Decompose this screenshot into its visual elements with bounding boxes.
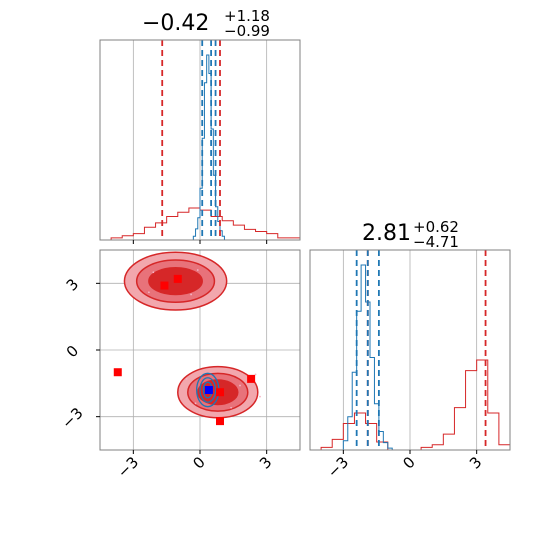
title-p2-median: 2.81 — [362, 221, 411, 246]
joint-x-tick-label-0: −3 — [114, 453, 142, 481]
marginal-p2-panel — [309, 249, 511, 454]
title-p2-minus: −4.71 — [413, 233, 459, 251]
joint-sample-point-8 — [259, 395, 261, 398]
joint-x-tick-labels: −3 0 3 — [114, 453, 276, 481]
marginal-p2-x-tick-label-1: 0 — [399, 453, 418, 472]
joint-x-tick-label-2: 3 — [256, 453, 275, 472]
joint-sample-point-0 — [147, 291, 150, 294]
joint-red-marker-5 — [216, 417, 224, 426]
joint-p1-p2-panel — [96, 249, 301, 454]
marginal-p2-x-tick-labels: −3 0 3 — [324, 453, 486, 481]
title-p1: −0.42 +1.18 −0.99 — [142, 7, 270, 40]
title-p2-plus: +0.62 — [413, 218, 459, 236]
joint-sample-point-1 — [196, 269, 199, 271]
joint-y-tick-label-0: −3 — [58, 404, 86, 432]
marginal-p2-x-tick-label-2: 3 — [466, 453, 485, 472]
joint-red-marker-1 — [173, 274, 182, 283]
joint-sample-point-9 — [185, 377, 188, 380]
joint-sample-point-6 — [194, 402, 197, 405]
joint-x-tick-label-1: 0 — [189, 453, 208, 472]
title-p1-minus: −0.99 — [224, 22, 270, 40]
title-p1-plus: +1.18 — [224, 7, 270, 25]
joint-blue-marker-0 — [204, 386, 213, 394]
joint-y-tick-label-1: 0 — [63, 342, 82, 361]
joint-red-marker-3 — [247, 374, 256, 383]
joint-sample-point-7 — [230, 406, 233, 409]
joint-blue-contour-0-level-1 — [199, 377, 217, 403]
marginal-p1-panel — [99, 39, 301, 244]
joint-red-marker-4 — [216, 388, 224, 397]
joint-y-tick-label-2: 3 — [63, 275, 82, 294]
joint-sample-point-2 — [152, 271, 155, 274]
joint-red-marker-0 — [160, 281, 169, 290]
joint-red-marker-2 — [113, 368, 122, 377]
joint-y-tick-labels: −3 0 3 — [58, 275, 86, 432]
title-p2: 2.81 +0.62 −4.71 — [362, 218, 459, 251]
joint-sample-point-3 — [190, 293, 193, 296]
marginal-p2-x-tick-label-0: −3 — [324, 453, 352, 481]
joint-sample-point-4 — [239, 384, 241, 387]
title-p1-median: −0.42 — [142, 11, 209, 36]
